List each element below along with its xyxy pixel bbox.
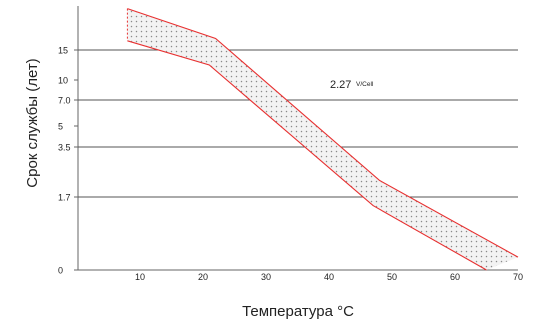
annotation-value: 2.27 [330, 79, 351, 91]
x-tick-label: 50 [387, 272, 397, 282]
x-tick-label: 10 [135, 272, 145, 282]
band-upper-edge [127, 8, 519, 258]
x-tick-label: 30 [261, 272, 271, 282]
band-fill [127, 8, 519, 270]
y-tick-label: 5 [58, 122, 63, 132]
y-tick-label: 10 [58, 76, 68, 86]
y-tick-label: 3.5 [58, 143, 71, 153]
y-tick-label: 7.0 [58, 96, 71, 106]
tick-labels: 10 20 30 40 50 60 70 0 1.7 3.5 5 7.0 10 15 [58, 46, 523, 283]
x-tick-label: 70 [513, 272, 523, 282]
x-axis-label: Температура °C [242, 303, 354, 320]
y-axis-label: Срок службы (лет) [24, 58, 41, 187]
y-tick-label: 1.7 [58, 193, 71, 203]
y-tick-label: 0 [58, 266, 63, 276]
x-tick-label: 60 [450, 272, 460, 282]
x-tick-label: 40 [324, 272, 334, 282]
service-life-band [126, 8, 519, 271]
band-lower-edge [127, 40, 487, 271]
x-tick-label: 20 [198, 272, 208, 282]
gridlines [78, 49, 518, 198]
annotation-unit: V/Cell [356, 81, 374, 88]
y-tick-label: 15 [58, 46, 68, 56]
